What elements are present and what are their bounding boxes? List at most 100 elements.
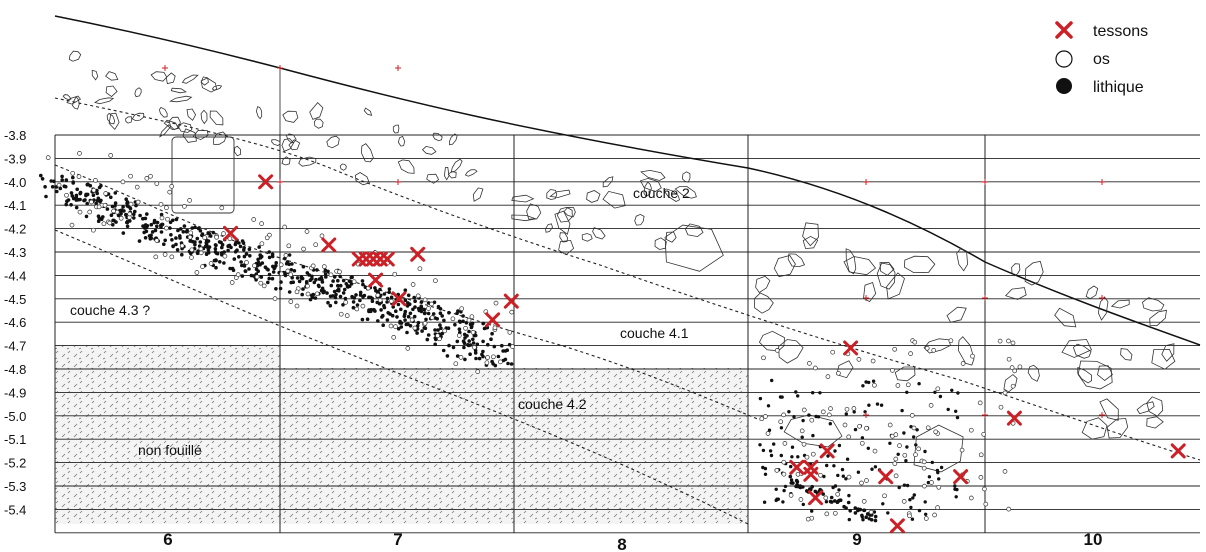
lithic-point	[781, 500, 785, 504]
bone-point	[458, 355, 464, 360]
lithic-point	[917, 382, 921, 386]
stone-outline	[879, 261, 895, 276]
lithic-point	[829, 495, 834, 500]
lithic-point	[870, 467, 874, 471]
lithic-point	[468, 352, 472, 357]
lithic-point	[481, 354, 485, 359]
lithic-point	[426, 311, 431, 316]
lithic-point	[939, 465, 944, 470]
lithic-point	[453, 322, 457, 327]
label-couche-4-1: couche 4.1	[620, 325, 689, 341]
bone-point	[909, 413, 915, 418]
lithic-point	[314, 277, 318, 282]
stone-outline	[1120, 348, 1133, 361]
bone-point	[294, 303, 300, 309]
stone-outline	[1142, 297, 1165, 312]
lithic-point	[370, 299, 375, 304]
bone-point	[221, 231, 226, 236]
layer-labels: couche 2 couche 4.1 couche 4.2 couche 4.…	[70, 185, 690, 458]
lithic-point	[188, 251, 193, 256]
lithic-point	[344, 282, 349, 286]
ground-surface-line	[54, 15, 1201, 346]
large-block-outline	[171, 136, 235, 214]
bone-point	[830, 349, 836, 355]
lithic-point	[299, 275, 304, 279]
stone-outline	[1106, 418, 1129, 439]
stone-outline	[472, 187, 484, 202]
lithic-point	[399, 325, 404, 329]
lithic-point	[350, 275, 354, 280]
lithic-point	[367, 295, 371, 300]
bone-point	[169, 184, 175, 189]
stone-outline	[209, 110, 224, 126]
lithic-point	[150, 230, 155, 234]
lithic-point	[85, 201, 89, 206]
lithic-point	[220, 251, 224, 255]
lithic-point	[312, 280, 317, 285]
lithic-point	[341, 291, 346, 295]
tesson-mark	[1170, 443, 1186, 459]
lithic-point	[446, 326, 451, 331]
lithic-point	[782, 488, 786, 493]
lithic-point	[160, 222, 165, 227]
stone-outline	[1097, 365, 1113, 382]
stone-outline	[1061, 339, 1093, 358]
stone-outline	[397, 135, 406, 147]
lithic-point	[761, 465, 765, 470]
stone-outline	[163, 119, 179, 131]
lithic-point	[936, 470, 940, 475]
bone-point	[824, 511, 830, 517]
bone-point	[56, 182, 62, 188]
bone-point	[857, 423, 862, 429]
column-label-8: 8	[617, 535, 626, 552]
stone-outline	[421, 145, 437, 155]
lithic-point	[762, 500, 767, 504]
bone-point	[844, 406, 850, 412]
bone-point	[983, 501, 989, 507]
lithic-point	[188, 239, 192, 243]
bone-point	[921, 459, 927, 465]
lithic-point	[326, 300, 330, 305]
bone-point	[338, 311, 344, 317]
lithic-point	[471, 337, 475, 342]
lithic-point	[440, 314, 445, 318]
bone-point	[761, 355, 766, 361]
lithic-point	[385, 318, 390, 322]
bone-point	[835, 491, 841, 497]
bone-point	[470, 330, 476, 335]
bone-point	[259, 221, 264, 226]
lithic-point	[190, 226, 194, 230]
lithic-point	[351, 300, 356, 304]
stone-outline	[182, 128, 197, 143]
lithic-point	[143, 216, 148, 221]
lithic-point	[910, 517, 915, 521]
lithic-point	[790, 445, 795, 449]
lithic-point	[332, 275, 337, 279]
stone-outline	[1077, 360, 1113, 390]
lithic-point	[174, 236, 178, 240]
lithic-point	[50, 185, 55, 189]
stone-outline	[450, 158, 463, 173]
x-axis-labels: 6 7 8 9 10	[163, 530, 1102, 552]
tesson-mark	[391, 291, 407, 307]
bone-point	[252, 263, 257, 268]
bone-point	[377, 297, 383, 303]
lithic-point	[769, 453, 774, 458]
lithic-point	[926, 480, 931, 485]
stone-outline	[563, 206, 576, 218]
lithic-point	[267, 276, 272, 281]
stone-outline	[1024, 260, 1044, 286]
lithic-point	[954, 495, 958, 499]
stone-outline	[559, 232, 569, 243]
lithic-point	[171, 244, 175, 249]
bone-point	[826, 412, 832, 418]
lithic-point	[328, 294, 333, 299]
bone-point	[305, 283, 310, 289]
lithic-point	[325, 291, 329, 295]
bone-point	[931, 348, 937, 353]
tesson-mark	[878, 469, 894, 485]
lithic-point	[385, 296, 390, 301]
bone-point	[134, 184, 140, 190]
column-label-6: 6	[163, 530, 172, 549]
lithic-point	[433, 342, 438, 347]
